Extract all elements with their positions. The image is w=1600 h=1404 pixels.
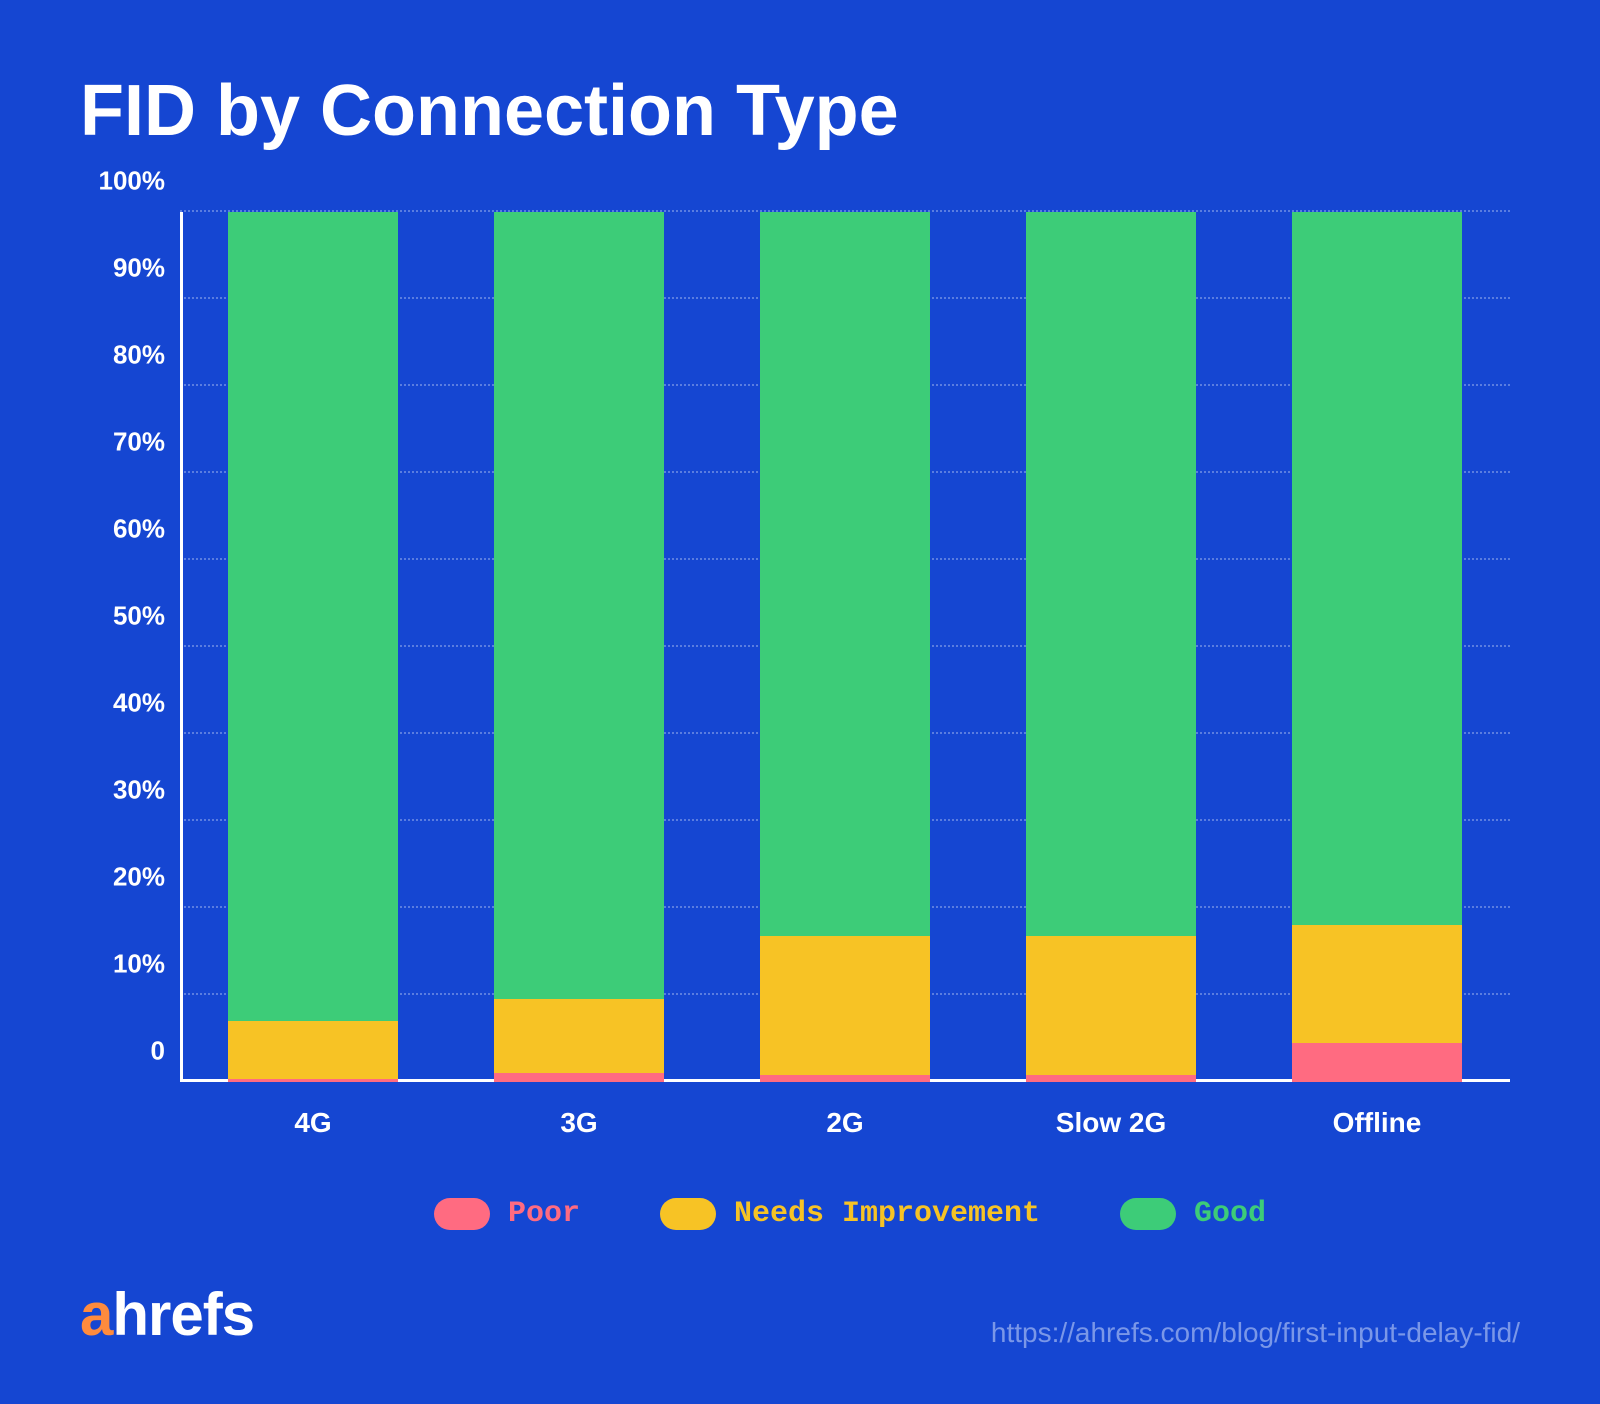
bars-container: 4G3G2G Slow 2G Offline bbox=[180, 212, 1510, 1082]
bar-group: 4G bbox=[228, 212, 398, 1082]
ahrefs-logo: ahrefs bbox=[80, 1280, 254, 1349]
footer-url: https://ahrefs.com/blog/first-input-dela… bbox=[991, 1317, 1520, 1349]
chart-legend: Poor Needs Improvement Good bbox=[180, 1197, 1520, 1231]
legend-swatch bbox=[660, 1198, 716, 1230]
legend-swatch bbox=[434, 1198, 490, 1230]
bar-segment-good bbox=[1026, 212, 1196, 936]
bar-segment-poor bbox=[760, 1075, 930, 1082]
bar-segment-needs bbox=[760, 936, 930, 1075]
bar-segment-poor bbox=[1292, 1043, 1462, 1082]
bar-segment-poor bbox=[1026, 1075, 1196, 1082]
y-axis-label: 50% bbox=[80, 601, 165, 632]
x-axis-label: Slow 2G bbox=[1056, 1107, 1166, 1139]
y-axis-label: 80% bbox=[80, 340, 165, 371]
bar-segment-needs bbox=[494, 999, 664, 1073]
y-axis-label: 70% bbox=[80, 427, 165, 458]
y-axis-label: 90% bbox=[80, 253, 165, 284]
bar-group: Offline bbox=[1292, 212, 1462, 1082]
legend-item: Good bbox=[1120, 1197, 1266, 1231]
legend-item: Poor bbox=[434, 1197, 580, 1231]
bar-segment-good bbox=[1292, 212, 1462, 925]
logo-prefix: a bbox=[80, 1280, 112, 1349]
bar-segment-poor bbox=[228, 1079, 398, 1082]
x-axis-label: 4G bbox=[294, 1107, 331, 1139]
bar-segment-good bbox=[494, 212, 664, 999]
chart-title: FID by Connection Type bbox=[80, 70, 1520, 152]
legend-label: Poor bbox=[508, 1197, 580, 1231]
y-axis-label: 20% bbox=[80, 862, 165, 893]
bar-segment-good bbox=[760, 212, 930, 936]
legend-item: Needs Improvement bbox=[660, 1197, 1040, 1231]
x-axis-label: 2G bbox=[826, 1107, 863, 1139]
bar-segment-poor bbox=[494, 1073, 664, 1082]
chart-plot-area: 4G3G2GSlow 2GOffline 010%20%30%40%50%60%… bbox=[180, 212, 1510, 1082]
y-axis-label: 40% bbox=[80, 688, 165, 719]
footer: ahrefs https://ahrefs.com/blog/first-inp… bbox=[80, 1280, 1520, 1349]
bar-segment-good bbox=[228, 212, 398, 1021]
y-axis-label: 0 bbox=[80, 1036, 165, 1067]
legend-label: Good bbox=[1194, 1197, 1266, 1231]
bar-segment-needs bbox=[1026, 936, 1196, 1075]
bar-segment-needs bbox=[1292, 925, 1462, 1042]
bar-segment-needs bbox=[228, 1021, 398, 1079]
y-axis-label: 10% bbox=[80, 949, 165, 980]
x-axis-label: Offline bbox=[1333, 1107, 1422, 1139]
bar-group: 2G bbox=[760, 212, 930, 1082]
legend-swatch bbox=[1120, 1198, 1176, 1230]
x-axis-label: 3G bbox=[560, 1107, 597, 1139]
legend-label: Needs Improvement bbox=[734, 1197, 1040, 1231]
y-axis-label: 60% bbox=[80, 514, 165, 545]
y-axis-label: 30% bbox=[80, 775, 165, 806]
y-axis-label: 100% bbox=[80, 166, 165, 197]
bar-group: 3G bbox=[494, 212, 664, 1082]
bar-group: Slow 2G bbox=[1026, 212, 1196, 1082]
logo-rest: hrefs bbox=[112, 1280, 254, 1349]
